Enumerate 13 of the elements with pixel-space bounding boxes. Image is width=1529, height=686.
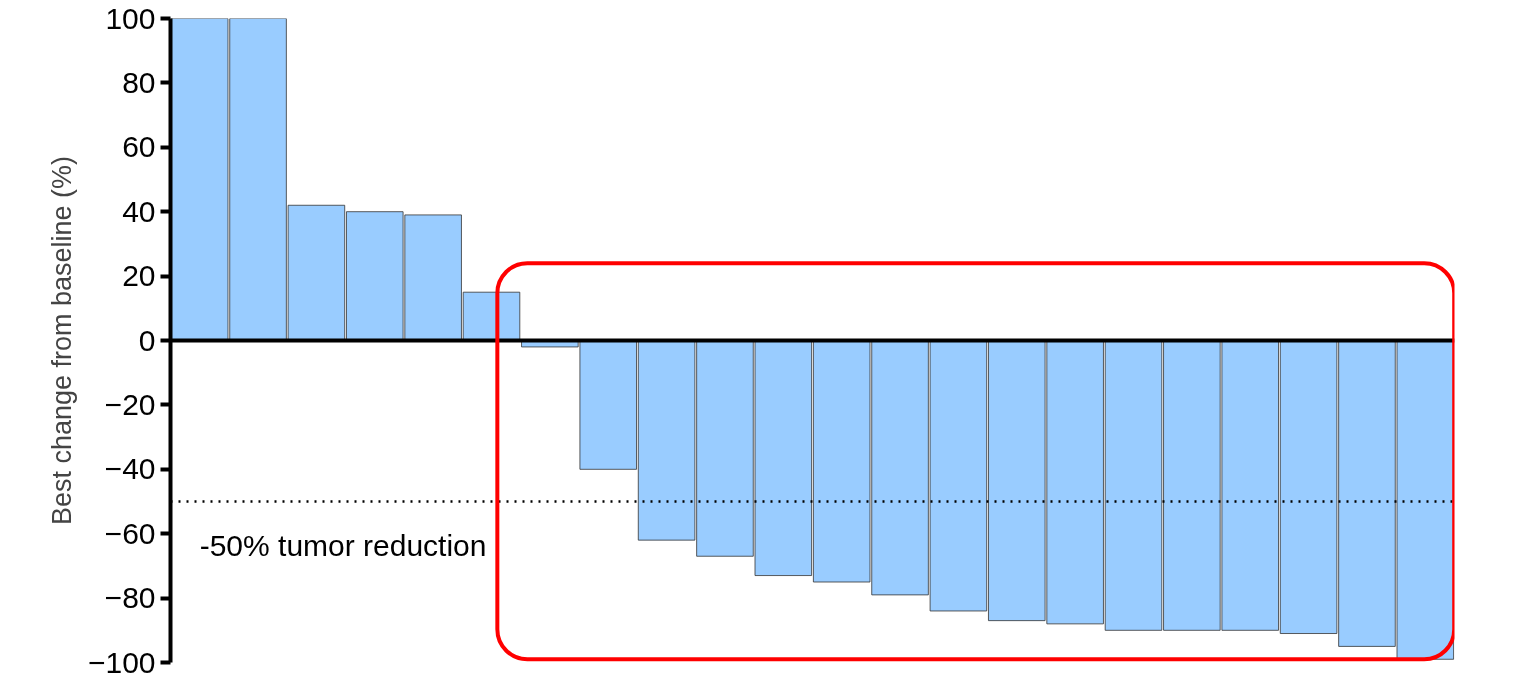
y-tick-label: −100 — [87, 645, 156, 679]
y-tick-label: −80 — [104, 581, 156, 615]
y-tick-label: 80 — [122, 65, 156, 99]
y-tick-label: 0 — [138, 323, 156, 357]
y-tick-label: 40 — [122, 194, 156, 228]
y-tick-label: 60 — [122, 130, 156, 164]
y-tick-label: −60 — [104, 516, 156, 550]
y-axis-title: Best change from baseline (%) — [46, 155, 77, 526]
y-tick-label: −40 — [104, 452, 156, 486]
y-tick-label: −20 — [104, 387, 156, 421]
y-tick-label: 20 — [122, 259, 156, 293]
y-tick-label: 100 — [105, 1, 156, 35]
ref-line-label: -50% tumor reduction — [199, 528, 487, 562]
